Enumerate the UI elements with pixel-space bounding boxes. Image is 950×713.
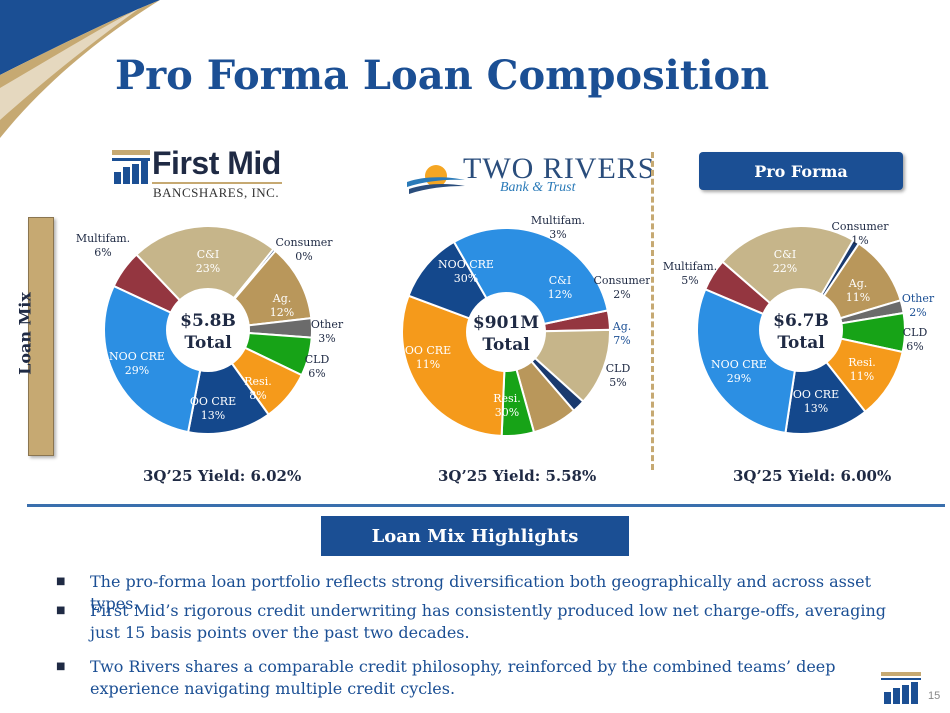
pro-forma-yield: 3Q’25 Yield: 6.00% xyxy=(733,467,892,485)
bullet-marker-icon: ■ xyxy=(56,661,66,672)
pie-slice-percent: 1% xyxy=(851,234,868,247)
pie-slice-label: Ag. xyxy=(612,320,631,333)
bullet-text: First Mid’s rigorous credit underwriting… xyxy=(90,601,886,642)
pie-slice-label: C&I xyxy=(549,274,572,287)
pie-center-total-label: Total xyxy=(777,333,825,353)
page-number: 15 xyxy=(928,690,941,702)
pie-slice-label: OO CRE xyxy=(793,388,839,401)
two-rivers-logo-subtitle: Bank & Trust xyxy=(500,180,576,195)
pie-center-total: $6.7B xyxy=(773,311,829,331)
bullet-text: Two Rivers shares a comparable credit ph… xyxy=(90,657,836,698)
pie-slice-percent: 5% xyxy=(609,376,626,389)
pie-slice-label: Resi. xyxy=(848,356,875,369)
pie-slice-label: Consumer xyxy=(831,220,889,233)
pie-slice-percent: 2% xyxy=(613,288,630,301)
pie-slice-percent: 11% xyxy=(850,370,874,383)
section-divider xyxy=(27,504,945,507)
bullet-marker-icon: ■ xyxy=(56,605,66,616)
pie-slice-percent: 12% xyxy=(548,288,572,301)
pie-slice-percent: 13% xyxy=(804,402,828,415)
pie-slice-label: C&I xyxy=(197,248,220,261)
pie-slice-label: Ag. xyxy=(848,277,867,290)
pie-slice-percent: 23% xyxy=(196,262,220,275)
pie-center-hole xyxy=(466,292,546,372)
two-rivers-logo-name: TWO RIVERS xyxy=(463,152,656,185)
pie-slice-label: Resi. xyxy=(244,375,271,388)
two-rivers-logo-icon xyxy=(407,165,465,194)
pie-slice-label: OO CRE xyxy=(405,344,451,357)
pie-slice-percent: 11% xyxy=(416,358,440,371)
pro-forma-button[interactable]: Pro Forma xyxy=(699,152,903,190)
pie-slice-percent: 7% xyxy=(613,334,630,347)
pie-slice-label: Consumer xyxy=(275,236,333,249)
two-rivers-yield: 3Q’25 Yield: 5.58% xyxy=(438,467,597,485)
pie-slice-percent: 6% xyxy=(906,340,923,353)
pie-slice-label: OO CRE xyxy=(190,395,236,408)
pie-slice-label: CLD xyxy=(606,362,631,375)
first-mid-logo-icon xyxy=(112,150,150,184)
pie-slice-label: Resi. xyxy=(493,392,520,405)
first-mid-logo-name: First Mid xyxy=(152,145,281,181)
pie-slice-c-i xyxy=(135,225,275,332)
pie-center-hole xyxy=(166,288,250,372)
corner-swoosh-decoration xyxy=(0,0,160,138)
loan-mix-side-tab xyxy=(28,217,54,456)
pie-slice-percent: 13% xyxy=(201,409,225,422)
pie-slice-label: Multifam. xyxy=(531,214,585,227)
pie-slice-percent: 11% xyxy=(846,291,870,304)
dashed-divider xyxy=(651,152,654,470)
pie-slice-percent: 5% xyxy=(681,274,698,287)
pie-slice-label: Multifam. xyxy=(76,232,130,245)
pie-slice-label: CLD xyxy=(903,326,928,339)
pie-slice-c-i xyxy=(721,225,855,332)
pie-center-total-label: Total xyxy=(184,333,232,353)
pie-slice-percent: 30% xyxy=(454,272,478,285)
pie-slice-percent: 12% xyxy=(270,306,294,319)
pie-slice-percent: 6% xyxy=(308,367,325,380)
page-title: Pro Forma Loan Composition xyxy=(115,52,770,99)
bullet-text: The pro-forma loan portfolio reflects st… xyxy=(90,572,871,613)
first-mid-logo-subtitle: BANCSHARES, INC. xyxy=(153,185,280,200)
pie-slice-label: Consumer xyxy=(593,274,650,287)
pie-slice-label: Other xyxy=(311,318,344,331)
first-mid-yield: 3Q’25 Yield: 6.02% xyxy=(143,467,302,485)
pie-slice-percent: 29% xyxy=(727,372,751,385)
pie-slice-percent: 22% xyxy=(773,262,797,275)
pie-slice-percent: 2% xyxy=(909,306,926,319)
pie-slice-label: NOO CRE xyxy=(109,350,165,363)
pie-slice-percent: 0% xyxy=(295,250,312,263)
bullet-marker-icon: ■ xyxy=(56,576,66,587)
pie-center-total: $5.8B xyxy=(180,311,236,331)
pie-slice-label: CLD xyxy=(305,353,330,366)
pie-center-total-label: Total xyxy=(482,335,530,355)
loan-mix-highlights-button[interactable]: Loan Mix Highlights xyxy=(321,516,629,556)
first-mid-logo-rule xyxy=(152,182,282,184)
pie-slice-label: Multifam. xyxy=(663,260,717,273)
pie-slice-label: Ag. xyxy=(272,292,291,305)
pie-slice-percent: 30% xyxy=(495,406,519,419)
pie-center-hole xyxy=(759,288,843,372)
pie-slice-percent: 3% xyxy=(549,228,566,241)
pie-slice-label: Other xyxy=(902,292,935,305)
pie-slice-percent: 3% xyxy=(318,332,335,345)
first-mid-small-logo-icon xyxy=(881,672,921,704)
pie-slice-percent: 29% xyxy=(125,364,149,377)
pie-center-total: $901M xyxy=(473,313,539,333)
pie-slice-label: C&I xyxy=(774,248,797,261)
pie-slice-label: NOO CRE xyxy=(438,258,494,271)
pie-slice-label: NOO CRE xyxy=(711,358,767,371)
pie-slice-percent: 8% xyxy=(249,389,266,402)
pie-slice-percent: 6% xyxy=(94,246,111,259)
loan-mix-side-label: Loan Mix xyxy=(15,292,35,375)
